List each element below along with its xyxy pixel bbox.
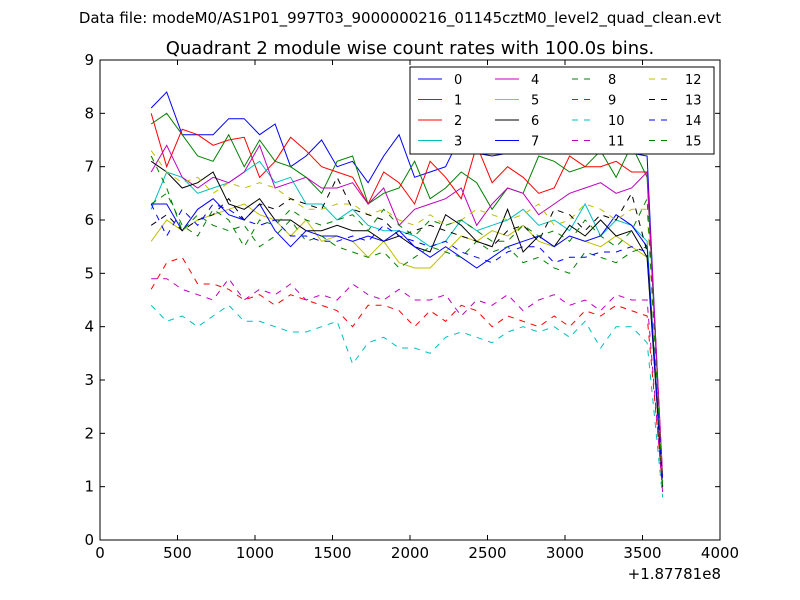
legend-box xyxy=(409,66,715,155)
series-line-6 xyxy=(150,160,664,487)
y-tick-label: 2 xyxy=(84,424,94,442)
series-line-3 xyxy=(150,160,664,487)
chart-title: Quadrant 2 module wise count rates with … xyxy=(166,38,655,59)
series-line-10 xyxy=(150,304,664,498)
legend-label-0: 0 xyxy=(454,73,462,88)
series-line-14 xyxy=(150,203,664,482)
y-tick-label: 1 xyxy=(84,478,94,496)
legend-label-7: 7 xyxy=(531,135,539,150)
legend-label-15: 15 xyxy=(685,135,702,150)
legend-label-5: 5 xyxy=(531,94,539,109)
y-tick-label: 6 xyxy=(84,211,94,229)
y-tick-label: 5 xyxy=(84,264,94,282)
legend-label-4: 4 xyxy=(531,73,539,88)
axes: 0 500 1000 1500 2000 2500 3000 3500 400001234567… xyxy=(84,51,739,562)
legend-label-13: 13 xyxy=(685,94,702,109)
legend-label-1: 1 xyxy=(454,94,462,109)
y-tick-label: 9 xyxy=(84,51,94,69)
y-tick-label: 3 xyxy=(84,371,94,389)
legend-label-9: 9 xyxy=(608,94,616,109)
y-tick-label: 0 xyxy=(84,531,94,549)
x-tick-label: 3500 xyxy=(623,544,661,562)
series-line-1 xyxy=(150,112,664,482)
x-tick-label: 2000 xyxy=(391,544,429,562)
series-line-13 xyxy=(150,176,664,487)
legend-label-12: 12 xyxy=(685,73,702,88)
series-line-8 xyxy=(150,155,664,487)
x-tick-label: 0 xyxy=(95,544,105,562)
y-tick-label: 4 xyxy=(84,318,94,336)
legend-label-3: 3 xyxy=(454,135,462,150)
x-tick-label: 500 xyxy=(163,544,192,562)
series-line-11 xyxy=(151,277,664,493)
x-tick-label: 2500 xyxy=(468,544,506,562)
legend-label-8: 8 xyxy=(608,73,616,88)
legend-label-2: 2 xyxy=(454,114,462,129)
series-line-4 xyxy=(150,144,664,477)
series-line-12 xyxy=(150,150,664,482)
legend-label-10: 10 xyxy=(608,114,625,129)
x-axis-offset-label: +1.87781e8 xyxy=(628,565,721,583)
figure-suptitle: Data file: modeM0/AS1P01_997T03_90000002… xyxy=(79,9,721,28)
series-line-7 xyxy=(151,198,664,482)
plot-area xyxy=(150,91,664,498)
legend-label-14: 14 xyxy=(685,114,702,129)
series-line-2 xyxy=(150,113,664,477)
x-tick-label: 3000 xyxy=(546,544,584,562)
series-line-15 xyxy=(150,192,664,487)
legend-label-6: 6 xyxy=(531,114,539,129)
legend-label-11: 11 xyxy=(608,135,625,150)
x-tick-label: 4000 xyxy=(701,544,739,562)
x-tick-label: 1500 xyxy=(313,544,351,562)
x-tick-label: 1000 xyxy=(236,544,274,562)
y-tick-label: 8 xyxy=(84,104,94,122)
series-line-5 xyxy=(150,203,664,482)
y-tick-label: 7 xyxy=(84,158,94,176)
series-line-9 xyxy=(150,256,664,487)
